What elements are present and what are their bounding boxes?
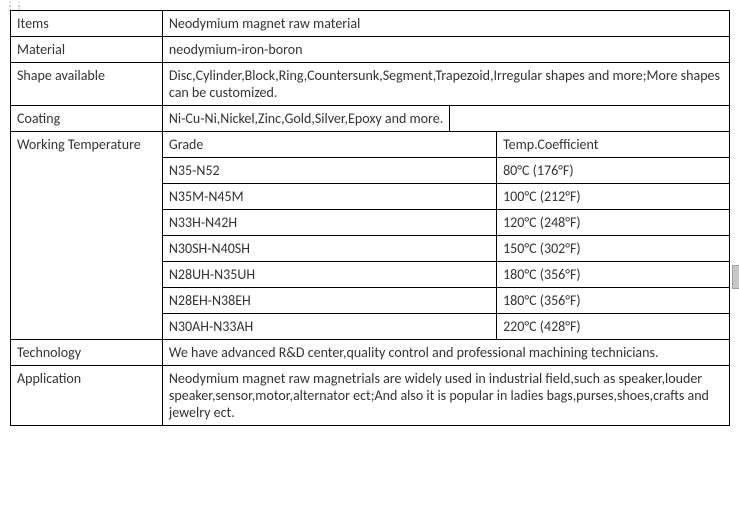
spec-table: Items Neodymium magnet raw material Mate… xyxy=(10,10,730,426)
table-row: Items Neodymium magnet raw material xyxy=(11,11,730,37)
table-row: Material neodymium-iron-boron xyxy=(11,37,730,63)
grade-cell: N35M-N45M xyxy=(162,184,496,210)
grade-cell: N28EH-N38EH xyxy=(162,288,496,314)
grade-cell: N28UH-N35UH xyxy=(162,262,496,288)
shape-label: Shape available xyxy=(11,63,163,106)
temp-cell: 180°C (356°F) xyxy=(497,288,730,314)
temp-cell: 180°C (356°F) xyxy=(497,262,730,288)
application-value: Neodymium magnet raw magnetrials are wid… xyxy=(162,366,729,426)
grade-cell: N33H-N42H xyxy=(162,210,496,236)
working-temp-label: Working Temperature xyxy=(11,132,163,340)
items-label: Items xyxy=(11,11,163,37)
technology-label: Technology xyxy=(11,340,163,366)
temp-coeff-header: Temp.Coefficient xyxy=(497,132,730,158)
table-row: Application Neodymium magnet raw magnetr… xyxy=(11,366,730,426)
temp-cell: 150°C (302°F) xyxy=(497,236,730,262)
table-row: Technology We have advanced R&D center,q… xyxy=(11,340,730,366)
grade-cell: N30AH-N33AH xyxy=(162,314,496,340)
table-row: Shape available Disc,Cylinder,Block,Ring… xyxy=(11,63,730,106)
grade-cell: N30SH-N40SH xyxy=(162,236,496,262)
table-row: Working Temperature Grade Temp.Coefficie… xyxy=(11,132,730,158)
grade-header: Grade xyxy=(162,132,496,158)
temp-cell: 220°C (428°F) xyxy=(497,314,730,340)
coating-label: Coating xyxy=(11,106,163,132)
coating-value: Ni-Cu-Ni,Nickel,Zinc,Gold,Silver,Epoxy a… xyxy=(163,106,450,131)
temp-cell: 100°C (212°F) xyxy=(497,184,730,210)
application-label: Application xyxy=(11,366,163,426)
table-row: Coating Ni-Cu-Ni,Nickel,Zinc,Gold,Silver… xyxy=(11,106,730,132)
resize-handle-top-left[interactable]: ⋮⋮⋮⋮ xyxy=(6,4,24,12)
temp-cell: 80°C (176°F) xyxy=(497,158,730,184)
grade-cell: N35-N52 xyxy=(162,158,496,184)
scroll-handle-right[interactable] xyxy=(732,265,739,289)
shape-value: Disc,Cylinder,Block,Ring,Countersunk,Seg… xyxy=(162,63,729,106)
temp-cell: 120°C (248°F) xyxy=(497,210,730,236)
items-value: Neodymium magnet raw material xyxy=(162,11,729,37)
coating-cell: Ni-Cu-Ni,Nickel,Zinc,Gold,Silver,Epoxy a… xyxy=(162,106,729,132)
technology-value: We have advanced R&D center,quality cont… xyxy=(162,340,729,366)
material-value: neodymium-iron-boron xyxy=(162,37,729,63)
material-label: Material xyxy=(11,37,163,63)
